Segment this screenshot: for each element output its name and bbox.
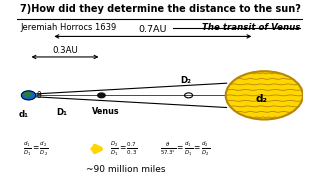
Text: 7)How did they determine the distance to the sun?: 7)How did they determine the distance to… [20, 4, 300, 14]
Text: 0.7AU: 0.7AU [139, 25, 167, 34]
Text: D₁: D₁ [57, 108, 68, 117]
Text: The transit of Venus: The transit of Venus [202, 23, 300, 32]
Text: 0.3AU: 0.3AU [52, 46, 78, 55]
Circle shape [98, 93, 105, 98]
Text: Venus: Venus [92, 107, 120, 116]
Text: θ: θ [36, 91, 41, 100]
Text: D₂: D₂ [180, 76, 191, 85]
Text: $\frac{d_1}{D_1}=\frac{d_2}{D_2}$: $\frac{d_1}{D_1}=\frac{d_2}{D_2}$ [23, 140, 49, 158]
Circle shape [24, 92, 31, 96]
Text: Jeremiah Horrocs 1639: Jeremiah Horrocs 1639 [20, 23, 116, 32]
Text: ~90 million miles: ~90 million miles [86, 165, 165, 174]
Text: $\frac{D_2}{D_1}=\frac{0.7}{0.3}$: $\frac{D_2}{D_1}=\frac{0.7}{0.3}$ [110, 140, 138, 158]
Text: d₁: d₁ [19, 110, 28, 119]
Text: d₂: d₂ [255, 94, 268, 104]
Circle shape [226, 71, 303, 120]
Circle shape [21, 91, 36, 100]
Text: $\frac{\theta}{57.3°}=\frac{d_1}{D_1}=\frac{d_2}{D_2}$: $\frac{\theta}{57.3°}=\frac{d_1}{D_1}=\f… [160, 140, 210, 158]
